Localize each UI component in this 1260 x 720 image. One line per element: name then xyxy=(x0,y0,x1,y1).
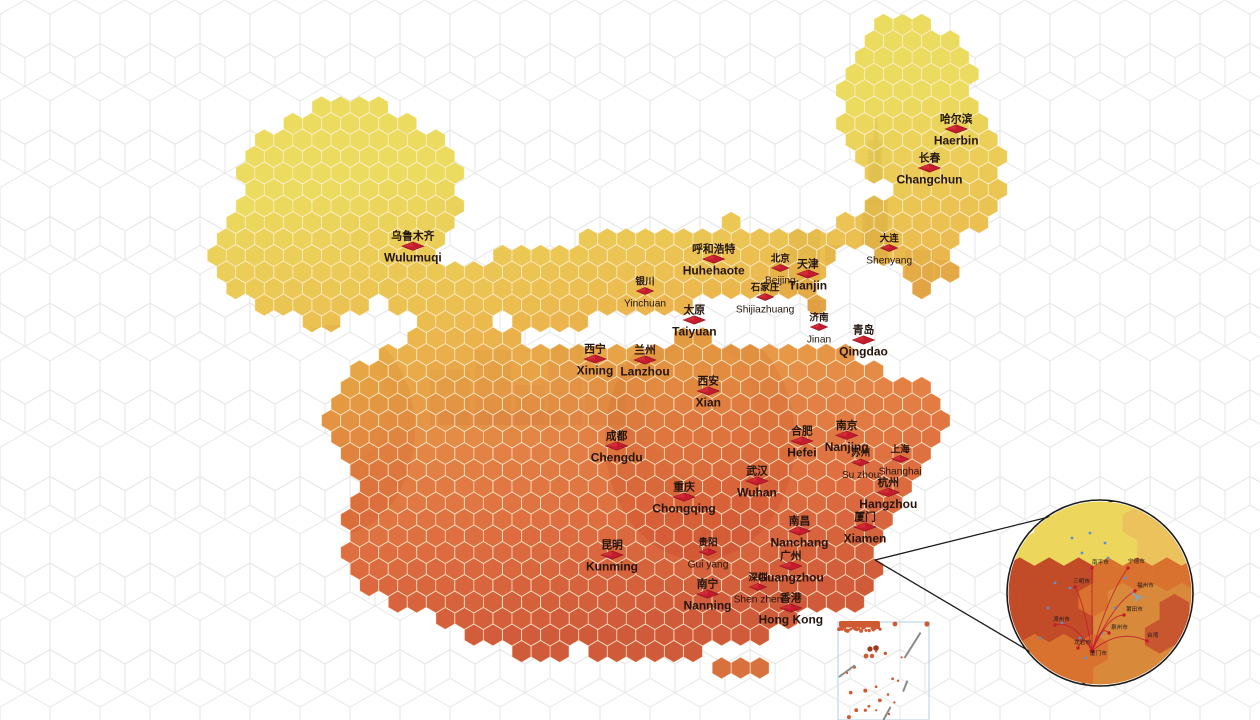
svg-text:龙岩市: 龙岩市 xyxy=(1074,638,1091,646)
svg-text:Shanghai: Shanghai xyxy=(879,467,922,478)
svg-text:广州: 广州 xyxy=(780,549,802,563)
svg-text:Haerbin: Haerbin xyxy=(934,134,979,148)
svg-text:深圳: 深圳 xyxy=(748,572,767,584)
svg-text:Tianjin: Tianjin xyxy=(789,279,827,293)
svg-text:大连: 大连 xyxy=(880,233,900,245)
svg-text:西宁: 西宁 xyxy=(584,342,606,356)
svg-text:Shijiazhuang: Shijiazhuang xyxy=(736,305,795,316)
svg-text:成都: 成都 xyxy=(606,429,628,443)
svg-text:Kunming: Kunming xyxy=(586,560,638,574)
svg-text:Wuhan: Wuhan xyxy=(737,486,777,500)
svg-text:天津: 天津 xyxy=(797,257,819,271)
svg-text:兰州: 兰州 xyxy=(634,343,656,357)
svg-text:苏州: 苏州 xyxy=(851,447,870,459)
svg-text:Wulumuqi: Wulumuqi xyxy=(384,251,442,265)
svg-text:乌鲁木齐: 乌鲁木齐 xyxy=(391,229,434,243)
svg-text:Taiyuan: Taiyuan xyxy=(672,325,716,339)
svg-text:西安: 西安 xyxy=(698,374,720,388)
svg-text:Su zhou: Su zhou xyxy=(842,470,879,481)
svg-text:Jinan: Jinan xyxy=(807,335,831,346)
svg-text:济南: 济南 xyxy=(809,312,829,324)
svg-text:三明市: 三明市 xyxy=(1073,577,1090,585)
svg-text:南京: 南京 xyxy=(836,418,858,432)
svg-text:南平市: 南平市 xyxy=(1092,558,1109,566)
svg-text:太原: 太原 xyxy=(684,303,706,317)
svg-text:南宁: 南宁 xyxy=(697,577,719,591)
svg-text:银川: 银川 xyxy=(635,276,654,288)
svg-text:Changchun: Changchun xyxy=(897,173,963,187)
svg-text:福州市: 福州市 xyxy=(1137,581,1154,589)
svg-text:Guangzhou: Guangzhou xyxy=(758,571,824,585)
svg-text:石家庄: 石家庄 xyxy=(750,282,780,294)
svg-text:贵阳: 贵阳 xyxy=(698,537,717,549)
svg-text:青岛: 青岛 xyxy=(853,323,875,337)
svg-text:合肥: 合肥 xyxy=(791,424,813,438)
svg-text:厦门: 厦门 xyxy=(854,510,876,524)
svg-text:Gui yang: Gui yang xyxy=(688,560,729,571)
svg-text:南昌: 南昌 xyxy=(789,514,811,528)
svg-text:漳州市: 漳州市 xyxy=(1053,615,1070,623)
svg-text:Hong Kong: Hong Kong xyxy=(758,613,823,627)
svg-text:泉州市: 泉州市 xyxy=(1111,623,1128,631)
svg-text:Nanchang: Nanchang xyxy=(770,536,828,550)
svg-text:上海: 上海 xyxy=(891,444,911,456)
svg-text:Chongqing: Chongqing xyxy=(652,502,715,516)
svg-text:台湾: 台湾 xyxy=(1147,631,1159,639)
svg-text:莆田市: 莆田市 xyxy=(1126,605,1143,613)
svg-text:厦门市: 厦门市 xyxy=(1090,649,1107,657)
svg-text:宁德市: 宁德市 xyxy=(1128,557,1145,565)
svg-text:Chengdu: Chengdu xyxy=(591,451,643,465)
svg-text:武汉: 武汉 xyxy=(746,464,768,478)
svg-text:Shen zhen: Shen zhen xyxy=(734,595,783,606)
svg-text:杭州: 杭州 xyxy=(878,475,900,489)
svg-text:Qingdao: Qingdao xyxy=(839,345,888,359)
svg-text:呼和浩特: 呼和浩特 xyxy=(692,242,735,256)
svg-text:Shenyang: Shenyang xyxy=(866,256,912,267)
svg-text:昆明: 昆明 xyxy=(601,539,623,552)
svg-text:Xian: Xian xyxy=(696,396,721,410)
svg-text:香港: 香港 xyxy=(779,591,802,605)
svg-text:Huhehaote: Huhehaote xyxy=(683,264,745,278)
svg-text:Lanzhou: Lanzhou xyxy=(620,365,669,379)
svg-text:哈尔滨: 哈尔滨 xyxy=(940,112,973,126)
svg-text:Hangzhou: Hangzhou xyxy=(859,497,917,511)
svg-text:重庆: 重庆 xyxy=(673,480,695,494)
svg-text:Xining: Xining xyxy=(577,364,614,378)
svg-text:Yinchuan: Yinchuan xyxy=(624,299,666,310)
svg-text:Nanning: Nanning xyxy=(684,599,732,613)
svg-text:Hefei: Hefei xyxy=(787,446,816,460)
svg-text:Xiamen: Xiamen xyxy=(844,532,887,546)
svg-text:长春: 长春 xyxy=(919,151,941,165)
svg-text:北京: 北京 xyxy=(771,253,791,265)
